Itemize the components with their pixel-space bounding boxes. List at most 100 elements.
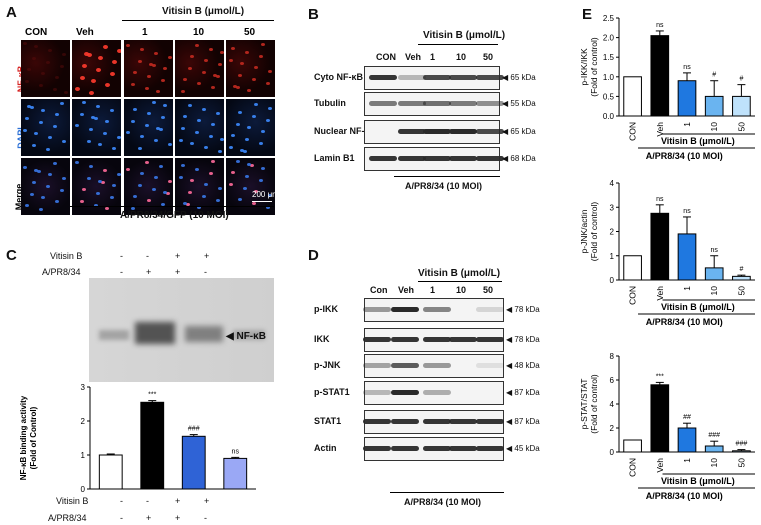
- cell-nucleus-dot: [75, 161, 79, 164]
- cell-nucleus-dot: [209, 172, 213, 175]
- b-band: [449, 156, 477, 161]
- panel-d-treatment-header: Vitisin B (μmol/L): [418, 268, 501, 279]
- cell-nucleus-dot: [23, 129, 27, 132]
- cell-nucleus-dot: [156, 90, 160, 93]
- x-tick-label: 1: [682, 122, 692, 127]
- y-tick-label: 2: [81, 417, 86, 426]
- cell-nucleus-dot: [25, 117, 29, 120]
- bar: [181, 435, 206, 490]
- panel-a-column-label: CON: [25, 27, 48, 38]
- cell-nucleus-dot: [197, 82, 201, 85]
- cell-nucleus-dot: [259, 142, 263, 145]
- panel-a-column-label: 1: [142, 27, 148, 38]
- y-axis-label: NF-κB binding activity: [19, 395, 28, 480]
- d-band: [363, 363, 391, 368]
- cell-nucleus-dot: [110, 72, 115, 76]
- x-tick-label: 1: [682, 458, 692, 463]
- cell-nucleus-dot: [216, 75, 220, 78]
- panel-c-bottom-sign: +: [175, 513, 181, 523]
- cell-nucleus-dot: [53, 162, 57, 165]
- d-band: [423, 419, 451, 424]
- cell-nucleus-dot: [259, 179, 263, 182]
- cell-nucleus-dot: [181, 127, 185, 130]
- b-band: [398, 101, 426, 106]
- panel-c-bottom-sign: +: [204, 496, 210, 506]
- microscopy-cell: [124, 99, 173, 156]
- cell-nucleus-dot: [98, 56, 103, 60]
- significance-label: ns: [683, 208, 691, 215]
- cell-nucleus-dot: [231, 134, 235, 137]
- cell-nucleus-dot: [240, 149, 244, 152]
- panel-label-b: B: [308, 6, 319, 23]
- b-row-label: Cyto NF-κB: [314, 72, 364, 82]
- cell-nucleus-dot: [231, 47, 235, 50]
- panel-c-bottom-sign: -: [204, 513, 207, 523]
- d-kda-marker: ◀ 87 kDa: [506, 417, 540, 426]
- y-tick-label: 2: [610, 424, 615, 433]
- cell-nucleus-dot: [32, 57, 36, 60]
- y-tick-label: 2: [610, 228, 615, 237]
- chart-e2-pjnk: 0 1 2 3 4 p-JNK/actin (Fold of control) CON ns Ve…: [579, 179, 755, 327]
- cell-nucleus-dot: [183, 202, 187, 205]
- cell-nucleus-dot: [261, 130, 265, 133]
- b-band: [398, 129, 426, 134]
- significance-label: ###: [736, 441, 748, 448]
- cell-nucleus-dot: [188, 67, 192, 70]
- bar: [650, 35, 670, 117]
- b-column-label: 50: [483, 52, 494, 62]
- microscopy-cell: [175, 158, 224, 215]
- cell-nucleus-dot: [131, 120, 135, 123]
- y-tick-label: 0: [610, 276, 615, 285]
- cell-nucleus-dot: [46, 185, 50, 188]
- b-band: [398, 75, 426, 80]
- microscopy-cell: [72, 40, 121, 97]
- cell-nucleus-dot: [80, 200, 84, 203]
- cell-nucleus-dot: [41, 196, 45, 199]
- d-band: [423, 337, 451, 342]
- bar: [650, 384, 670, 453]
- bar: [98, 454, 123, 490]
- cell-nucleus-dot: [23, 166, 27, 169]
- b-band: [449, 101, 477, 106]
- cell-nucleus-dot: [233, 85, 237, 88]
- d-band: [363, 337, 391, 342]
- cell-nucleus-dot: [131, 83, 135, 86]
- cell-nucleus-dot: [209, 135, 213, 138]
- emsa-band-lane-1: [99, 330, 129, 340]
- cell-nucleus-dot: [105, 120, 109, 123]
- cell-nucleus-dot: [243, 187, 247, 190]
- cell-nucleus-dot: [140, 135, 144, 138]
- cell-nucleus-dot: [41, 72, 45, 75]
- panel-c-bottom-sign: -: [146, 496, 149, 506]
- cell-nucleus-dot: [236, 86, 240, 89]
- panel-a-treatment-header: Vitisin B (μmol/L): [162, 6, 245, 17]
- d-band: [476, 419, 504, 424]
- cell-nucleus-dot: [229, 146, 233, 149]
- cell-nucleus-dot: [105, 83, 110, 87]
- cell-nucleus-dot: [25, 204, 29, 207]
- cell-nucleus-dot: [245, 138, 249, 141]
- cell-nucleus-dot: [96, 192, 100, 195]
- cell-nucleus-dot: [195, 168, 199, 171]
- x-tick-label: Veh: [655, 458, 665, 473]
- emsa-band-lane-4: [233, 330, 265, 340]
- panel-label-a: A: [6, 4, 17, 21]
- cell-nucleus-dot: [181, 90, 185, 93]
- x-tick-label: 1: [682, 286, 692, 291]
- significance-label: ***: [656, 373, 664, 380]
- cell-nucleus-dot: [168, 56, 172, 59]
- d-band: [449, 419, 477, 424]
- panel-b-treatment-header: Vitisin B (μmol/L): [423, 30, 506, 41]
- cell-nucleus-dot: [238, 111, 242, 114]
- panel-c-top-sign: +: [146, 267, 152, 277]
- cell-nucleus-dot: [64, 91, 68, 94]
- d-kda-marker: ◀ 78 kDa: [506, 305, 540, 314]
- cell-nucleus-dot: [98, 180, 102, 183]
- panel-c-bottom-sign: +: [175, 496, 181, 506]
- cell-nucleus-dot: [89, 128, 93, 131]
- cell-nucleus-dot: [168, 180, 172, 183]
- b-band: [476, 75, 504, 80]
- d-column-label: 50: [483, 285, 494, 295]
- cell-nucleus-dot: [152, 101, 156, 104]
- cell-nucleus-dot: [87, 177, 91, 180]
